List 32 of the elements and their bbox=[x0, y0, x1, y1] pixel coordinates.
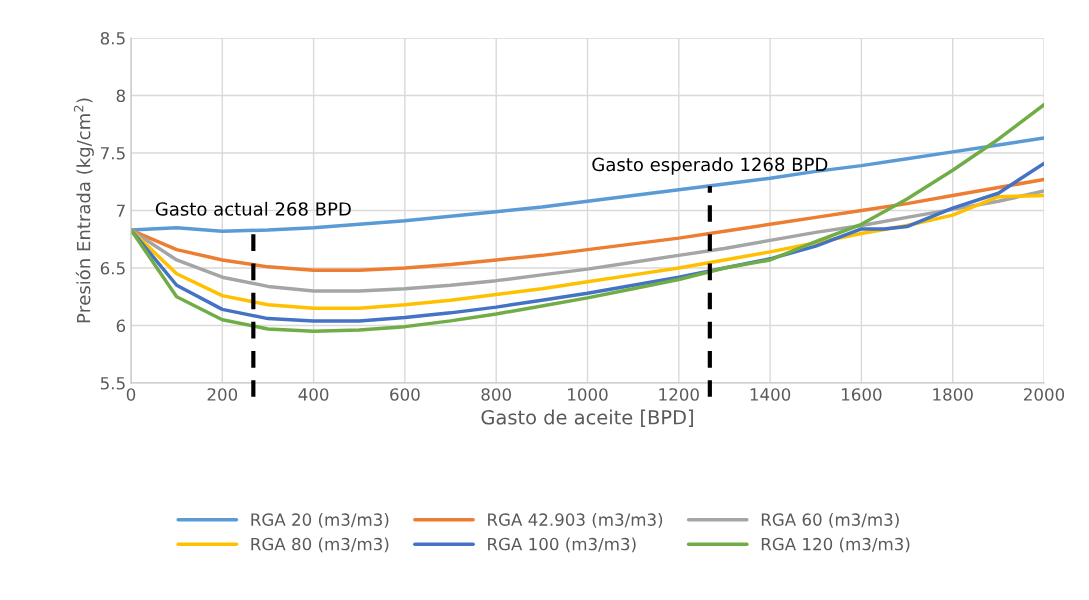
x-tick-label: 1600 bbox=[842, 388, 882, 401]
y-tick-label: 6 bbox=[116, 319, 126, 333]
x-tick-label: 1800 bbox=[933, 388, 973, 401]
legend-label: RGA 120 (m3/m3) bbox=[761, 537, 910, 553]
legend-label: RGA 100 (m3/m3) bbox=[488, 537, 636, 553]
x-tick-label: 1400 bbox=[750, 388, 791, 401]
legend-label: RGA 20 (m3/m3) bbox=[251, 513, 389, 528]
x-tick-label: 2000 bbox=[1024, 388, 1065, 401]
y-tick-label: 8.5 bbox=[100, 31, 125, 45]
legend-label: RGA 80 (m3/m3) bbox=[251, 537, 389, 553]
y-tick-label: 7 bbox=[116, 204, 125, 217]
line-series bbox=[131, 177, 1044, 273]
legend-label: RGA 60 (m3/m3) bbox=[761, 513, 899, 528]
x-tick-label: 1200 bbox=[659, 388, 699, 401]
line-series bbox=[131, 102, 1044, 333]
x-tick-label: 400 bbox=[298, 388, 329, 401]
x-tick-label: 1000 bbox=[568, 388, 608, 401]
ref-line-label: Gasto esperado 1268 BPD bbox=[592, 157, 828, 175]
y-axis-title: Presión Entrada (kg/cm$^{2}$) bbox=[73, 98, 94, 323]
y-tick-label: 8 bbox=[116, 89, 125, 103]
x-tick-label: 600 bbox=[390, 388, 420, 401]
x-tick-label: 800 bbox=[481, 388, 511, 401]
y-tick-label: 7.5 bbox=[101, 147, 125, 160]
legend-label: RGA 42.903 (m3/m3) bbox=[488, 513, 663, 528]
y-tick-label: 5.5 bbox=[100, 377, 125, 390]
ref-line-label: Gasto actual 268 BPD bbox=[155, 201, 351, 216]
line-series bbox=[131, 189, 1044, 293]
line-series bbox=[131, 136, 1044, 233]
x-tick-label: 0 bbox=[126, 388, 136, 401]
x-tick-label: 200 bbox=[207, 388, 238, 401]
y-tick-label: 6.5 bbox=[100, 261, 125, 275]
x-axis-title: Gasto de aceite [BPD] bbox=[481, 409, 693, 427]
